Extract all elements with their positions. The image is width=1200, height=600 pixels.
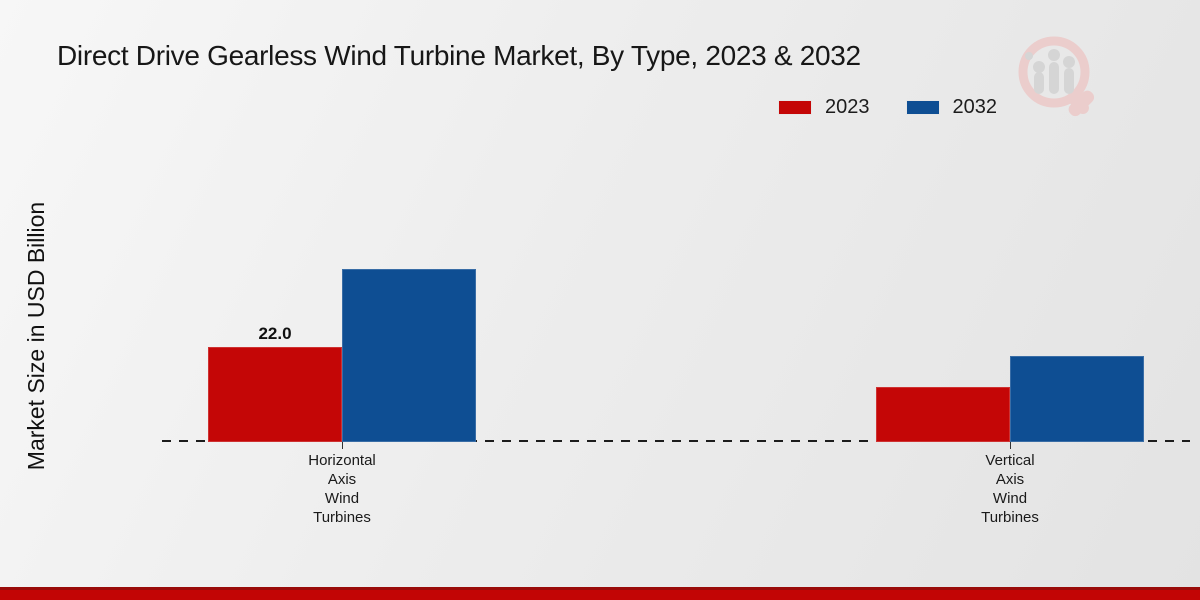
legend-label: 2032 bbox=[952, 96, 998, 118]
x-axis-tick bbox=[1010, 442, 1011, 449]
legend-item-2032: 2032 bbox=[905, 96, 998, 119]
legend-swatch-icon bbox=[905, 100, 940, 115]
x-axis-baseline bbox=[162, 440, 1190, 442]
chart-title: Direct Drive Gearless Wind Turbine Marke… bbox=[57, 40, 861, 71]
footer-brand-bar bbox=[0, 587, 1200, 600]
magnifier-bar-chart-logo-icon bbox=[1018, 36, 1095, 117]
footer-bar-bright-stripe bbox=[0, 590, 1200, 600]
legend-swatch-icon bbox=[778, 100, 812, 115]
x-axis-tick bbox=[342, 442, 343, 449]
bar-2032-1 bbox=[1010, 356, 1144, 442]
bar-value-label: 22.0 bbox=[258, 324, 292, 343]
chart-legend: 2023 2032 bbox=[778, 96, 997, 119]
legend-item-2023: 2023 bbox=[778, 96, 870, 119]
footer-bar-dark-stripe bbox=[0, 587, 1200, 590]
category-label: Horizontal Axis Wind Turbines bbox=[308, 452, 376, 526]
bar-2023-0 bbox=[208, 347, 342, 442]
category-label: Vertical Axis Wind Turbines bbox=[981, 452, 1039, 526]
legend-label: 2023 bbox=[825, 96, 870, 118]
bar-2032-0 bbox=[342, 269, 476, 442]
bar-2023-1 bbox=[876, 387, 1010, 442]
